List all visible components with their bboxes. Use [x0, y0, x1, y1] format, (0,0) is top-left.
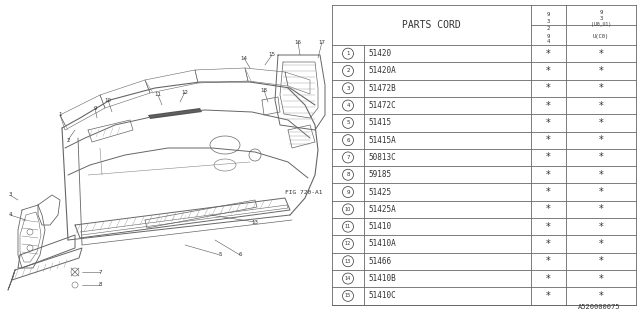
Text: *: *	[546, 170, 551, 180]
Text: *: *	[546, 100, 551, 110]
Text: *: *	[598, 239, 604, 249]
Text: 5: 5	[218, 252, 221, 258]
Text: *: *	[546, 204, 551, 214]
Polygon shape	[148, 108, 202, 119]
Text: *: *	[546, 118, 551, 128]
Text: *: *	[546, 291, 551, 301]
Text: 6: 6	[346, 138, 349, 143]
Text: 9: 9	[600, 11, 603, 15]
Text: 11: 11	[345, 224, 351, 229]
Text: 51415: 51415	[368, 118, 391, 127]
Text: 1: 1	[58, 113, 61, 117]
Text: *: *	[598, 49, 604, 59]
Text: 13: 13	[345, 259, 351, 264]
Text: 14: 14	[241, 55, 248, 60]
Text: 51420A: 51420A	[368, 67, 396, 76]
Text: 18: 18	[260, 87, 268, 92]
Text: 8: 8	[99, 283, 102, 287]
Text: *: *	[546, 274, 551, 284]
Text: 6: 6	[238, 252, 242, 258]
Text: 10: 10	[104, 98, 111, 102]
Text: *: *	[598, 170, 604, 180]
Text: *: *	[546, 66, 551, 76]
Text: 12: 12	[182, 90, 189, 94]
Text: 51472B: 51472B	[368, 84, 396, 93]
Text: 51410A: 51410A	[368, 239, 396, 248]
Text: *: *	[598, 256, 604, 266]
Text: 59185: 59185	[368, 170, 391, 179]
Text: 3: 3	[547, 19, 550, 24]
Text: 51466: 51466	[368, 257, 391, 266]
Text: A520000075: A520000075	[577, 304, 620, 310]
Text: *: *	[598, 66, 604, 76]
Text: *: *	[598, 100, 604, 110]
Text: FIG 720-A1: FIG 720-A1	[285, 189, 323, 195]
Text: 7: 7	[99, 269, 102, 275]
Text: *: *	[546, 239, 551, 249]
Text: *: *	[546, 83, 551, 93]
Text: 51472C: 51472C	[368, 101, 396, 110]
Text: 3: 3	[8, 193, 12, 197]
Text: 1: 1	[346, 51, 349, 56]
Text: *: *	[598, 152, 604, 163]
Text: *: *	[546, 135, 551, 145]
Text: *: *	[546, 49, 551, 59]
Text: 2: 2	[547, 27, 550, 31]
Text: 51420: 51420	[368, 49, 391, 58]
Text: (U0,U1): (U0,U1)	[591, 22, 611, 27]
Text: *: *	[598, 222, 604, 232]
Text: 9: 9	[547, 34, 550, 39]
Text: 12: 12	[345, 242, 351, 246]
Text: 50813C: 50813C	[368, 153, 396, 162]
Text: 9: 9	[93, 106, 97, 110]
Text: *: *	[598, 291, 604, 301]
Text: 9: 9	[547, 12, 550, 18]
Text: 51415A: 51415A	[368, 136, 396, 145]
Text: 15: 15	[269, 52, 275, 58]
Text: *: *	[546, 152, 551, 163]
Text: 51425A: 51425A	[368, 205, 396, 214]
Text: PARTS CORD: PARTS CORD	[402, 20, 461, 30]
Text: *: *	[598, 204, 604, 214]
Text: 51425: 51425	[368, 188, 391, 196]
Text: 17: 17	[319, 39, 326, 44]
Text: *: *	[546, 187, 551, 197]
Text: 7: 7	[346, 155, 349, 160]
Text: 51410B: 51410B	[368, 274, 396, 283]
Text: 4: 4	[8, 212, 12, 218]
Text: *: *	[546, 222, 551, 232]
Text: U(C0): U(C0)	[593, 34, 609, 39]
Text: *: *	[598, 187, 604, 197]
Text: 3: 3	[346, 86, 349, 91]
Text: 13: 13	[252, 220, 259, 225]
Text: 15: 15	[345, 293, 351, 298]
Text: 16: 16	[294, 39, 301, 44]
Text: *: *	[598, 118, 604, 128]
Text: 2: 2	[67, 138, 70, 142]
Text: 51410: 51410	[368, 222, 391, 231]
Text: *: *	[546, 256, 551, 266]
Text: 3: 3	[600, 16, 603, 21]
Text: 8: 8	[346, 172, 349, 177]
Text: 4: 4	[547, 39, 550, 44]
Text: 10: 10	[345, 207, 351, 212]
Text: 4: 4	[346, 103, 349, 108]
Text: *: *	[598, 135, 604, 145]
Text: 14: 14	[345, 276, 351, 281]
Text: 11: 11	[154, 92, 161, 98]
Text: 9: 9	[346, 189, 349, 195]
Text: 2: 2	[346, 68, 349, 74]
Text: 51410C: 51410C	[368, 291, 396, 300]
Text: *: *	[598, 83, 604, 93]
Text: 5: 5	[346, 120, 349, 125]
Text: *: *	[598, 274, 604, 284]
